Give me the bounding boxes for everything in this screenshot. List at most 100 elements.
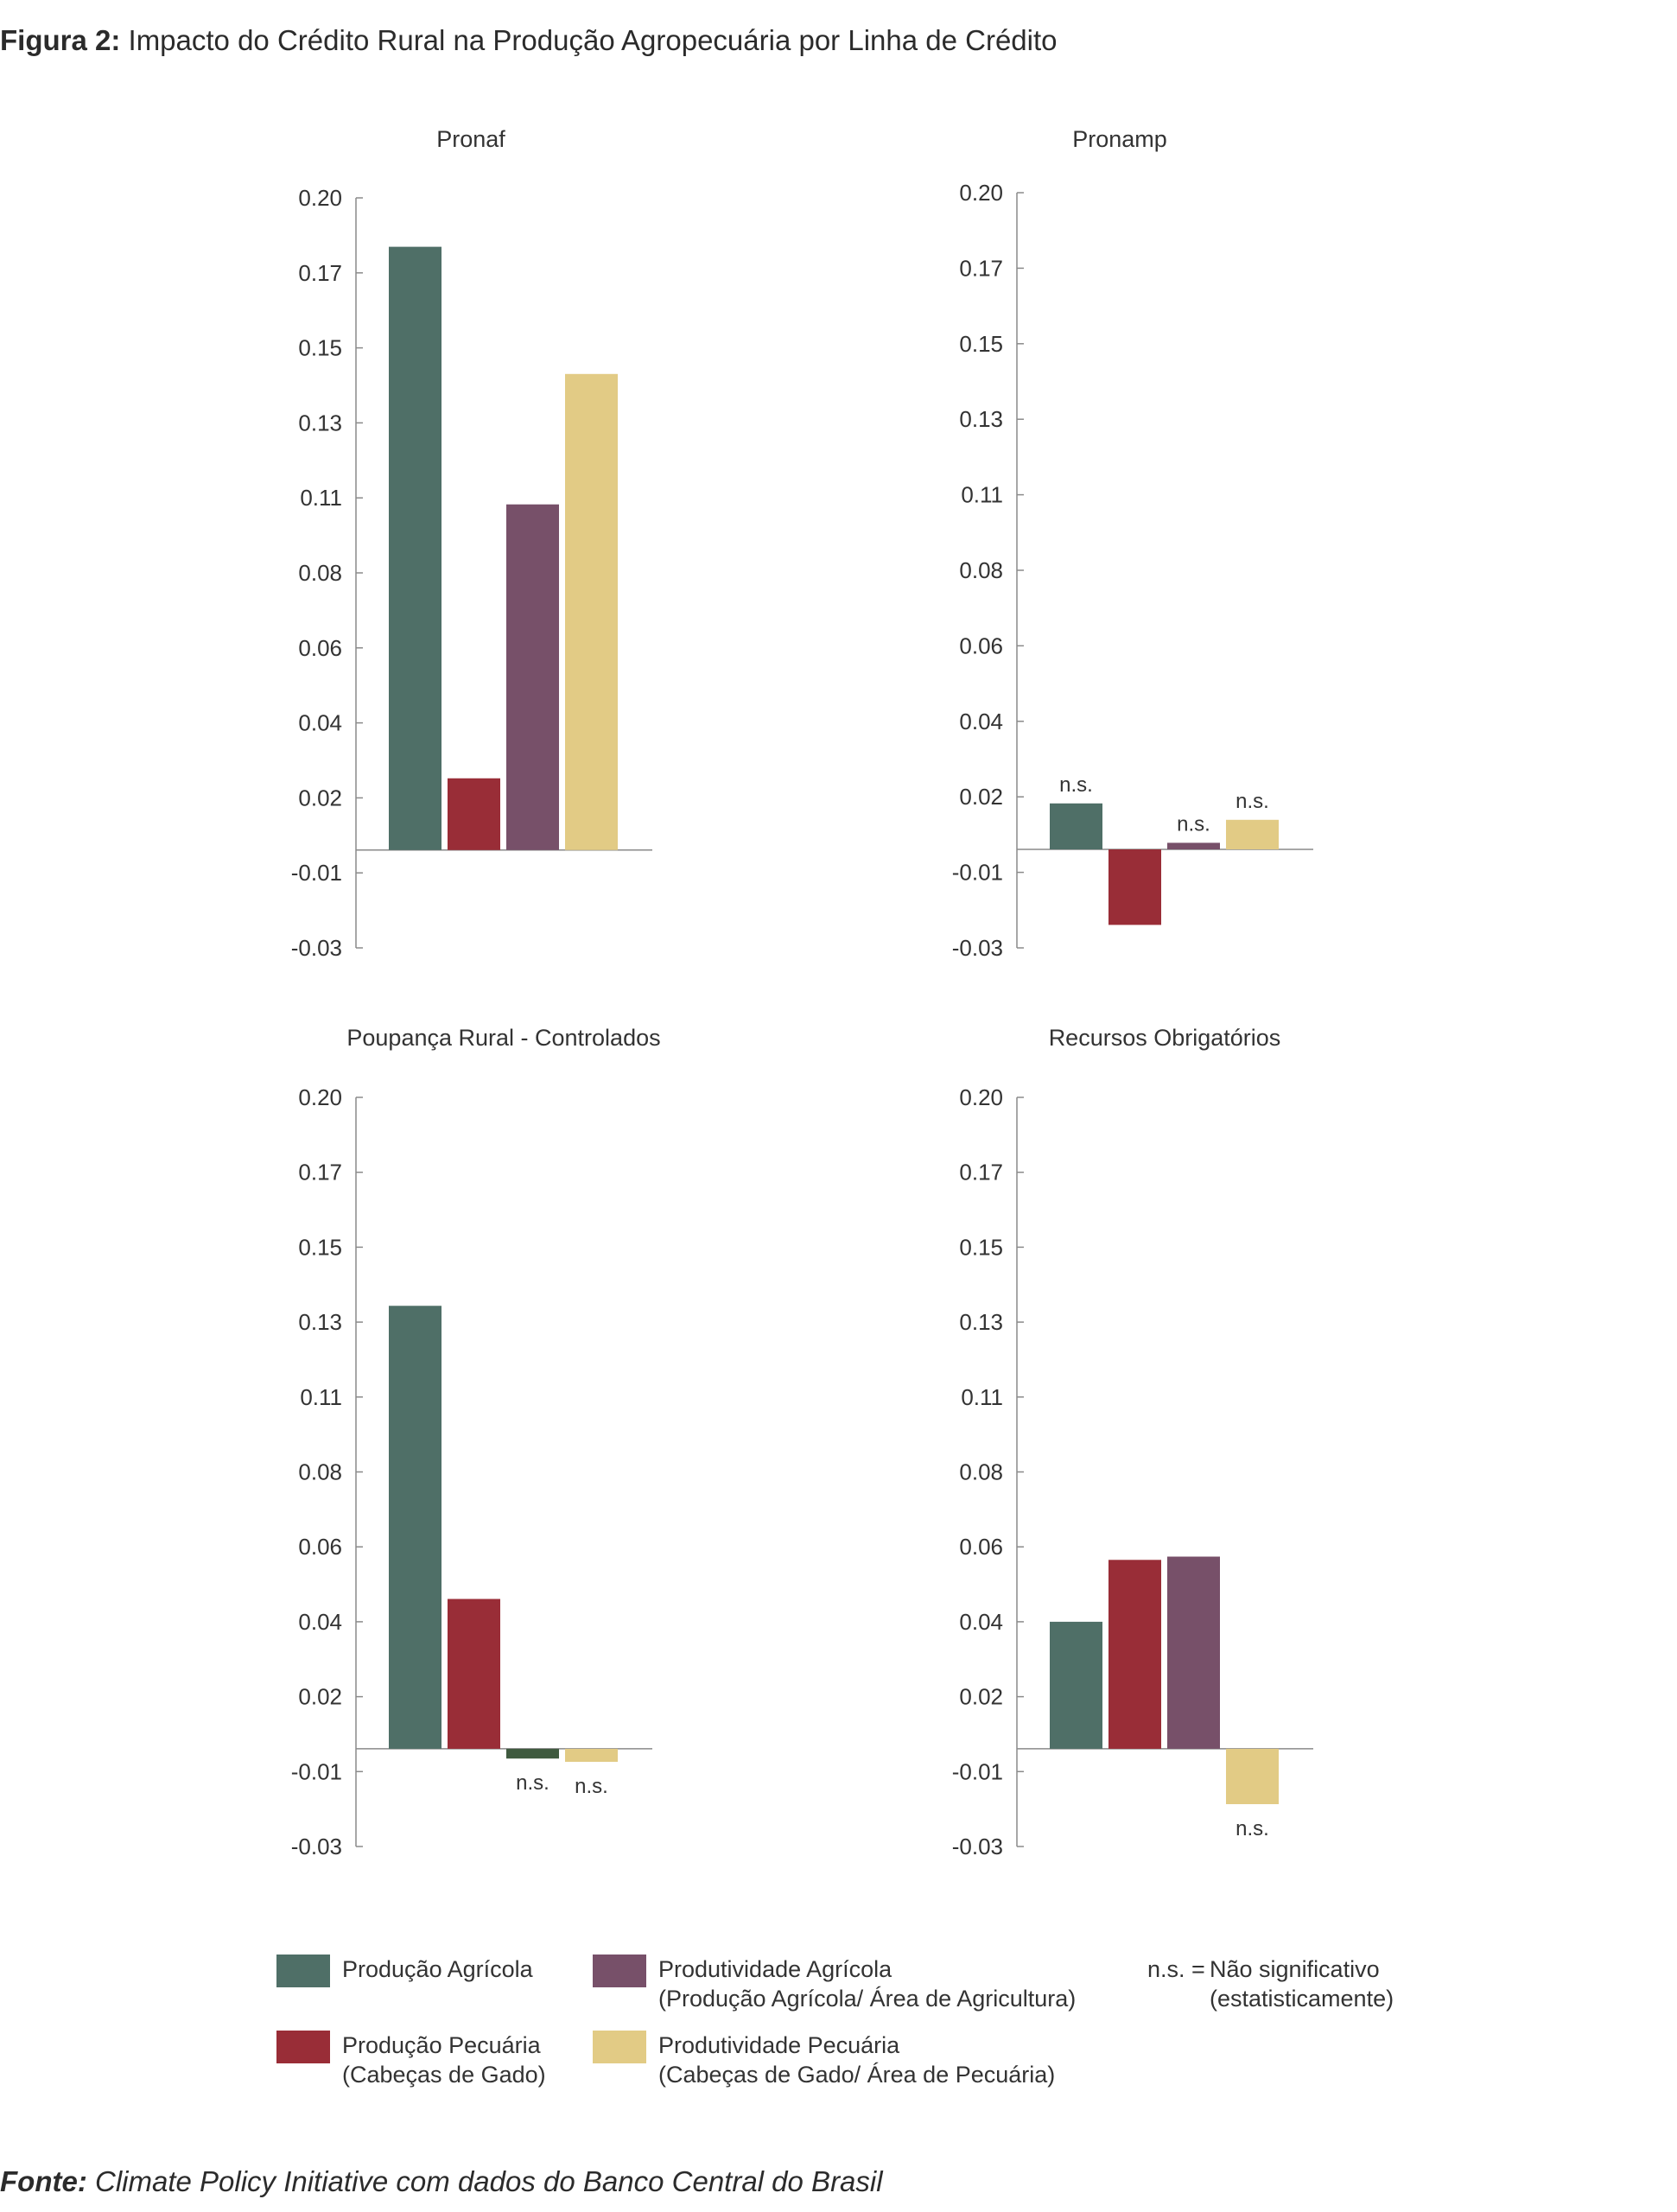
y-tick-label: -0.01 bbox=[291, 860, 342, 886]
y-tick-label: 0.06 bbox=[298, 1534, 342, 1560]
bar-produtividade-pecuaria bbox=[1226, 819, 1279, 849]
y-tick-label: 0.15 bbox=[959, 331, 1003, 357]
bar-producao-agricola bbox=[1050, 1621, 1102, 1749]
legend-label-produtividade-agricola: Produtividade Agrícola (Produção Agrícola… bbox=[658, 1955, 1076, 2013]
bar-produtividade-pecuaria bbox=[1226, 1748, 1279, 1804]
chart-title: Pronamp bbox=[1072, 126, 1167, 152]
legend-swatch-produtividade-pecuaria bbox=[593, 2031, 646, 2063]
legend-line2: (Produção Agrícola/ Área de Agricultura) bbox=[658, 1986, 1077, 2012]
source-note: Fonte: Climate Policy Initiative com dad… bbox=[0, 2165, 883, 2198]
legend-line1: Produtividade Agrícola bbox=[658, 1956, 892, 1982]
y-tick-label: 0.20 bbox=[959, 1084, 1003, 1110]
y-tick-label: 0.06 bbox=[298, 635, 342, 661]
significance-label: n.s. bbox=[1236, 1817, 1269, 1840]
ns-line2: (estatisticamente) bbox=[1210, 1986, 1394, 2012]
bar-producao-pecuaria bbox=[448, 778, 500, 850]
y-tick-label: 0.11 bbox=[300, 1384, 342, 1410]
bar-produtividade-agricola bbox=[1167, 842, 1220, 849]
y-tick-label: -0.01 bbox=[291, 1758, 342, 1784]
y-tick-label: 0.11 bbox=[961, 482, 1003, 508]
y-tick-label: -0.03 bbox=[952, 1834, 1003, 1859]
y-tick-label: 0.02 bbox=[298, 785, 342, 810]
legend-line1: Produção Agrícola bbox=[342, 1956, 533, 1982]
bar-producao-pecuaria bbox=[1108, 1560, 1161, 1749]
ns-line1: Não significativo bbox=[1210, 1956, 1380, 1982]
y-tick-label: 0.04 bbox=[959, 1609, 1003, 1635]
y-tick-label: 0.20 bbox=[298, 1084, 342, 1110]
y-tick-label: 0.08 bbox=[959, 1459, 1003, 1485]
bar-producao-pecuaria bbox=[448, 1599, 500, 1749]
significance-label: n.s. bbox=[516, 1771, 549, 1795]
y-tick-label: 0.11 bbox=[961, 1384, 1003, 1410]
legend-line2: (Cabeças de Gado/ Área de Pecuária) bbox=[658, 2062, 1056, 2088]
y-tick-label: 0.20 bbox=[298, 185, 342, 211]
legend-label-producao-agricola: Produção Agrícola bbox=[342, 1955, 533, 1984]
chart-recursos-obrigatorios: Recursos Obrigatórios 0.20 0.17 0.15 0.13 0.1… bbox=[952, 1025, 1313, 1859]
y-tick-label: 0.13 bbox=[959, 1309, 1003, 1335]
chart-title: Recursos Obrigatórios bbox=[1049, 1025, 1281, 1051]
y-tick-label: 0.06 bbox=[959, 632, 1003, 658]
y-tick-label: -0.03 bbox=[291, 1834, 342, 1859]
significance-label: n.s. bbox=[1059, 773, 1093, 797]
bar-produtividade-pecuaria bbox=[565, 373, 618, 850]
y-tick-label: -0.01 bbox=[952, 860, 1003, 886]
y-tick-label: 0.08 bbox=[298, 560, 342, 586]
legend-line1: Produtividade Pecuária bbox=[658, 2032, 900, 2058]
y-tick-label: 0.11 bbox=[300, 485, 342, 511]
bar-produtividade-agricola bbox=[1167, 1556, 1220, 1749]
y-tick-label: 0.17 bbox=[959, 255, 1003, 281]
chart-title: Poupança Rural - Controlados bbox=[346, 1025, 660, 1051]
y-tick-label: 0.02 bbox=[298, 1684, 342, 1710]
source-text: Climate Policy Initiative com dados do B… bbox=[86, 2165, 883, 2197]
legend-swatch-producao-agricola bbox=[276, 1955, 330, 1987]
y-tick-label: 0.02 bbox=[959, 1684, 1003, 1710]
legend-label-producao-pecuaria: Produção Pecuária (Cabeças de Gado) bbox=[342, 2031, 546, 2089]
chart-pronamp: Pronamp 0.20 0.17 0.15 0.13 0.11 0.08 0.06 0.04 0… bbox=[952, 126, 1313, 961]
figure-title: Figura 2: Impacto do Crédito Rural na Pr… bbox=[0, 24, 1058, 57]
y-tick-label: -0.03 bbox=[952, 935, 1003, 961]
ns-key: n.s. = bbox=[1147, 1956, 1205, 1982]
figure-title-label: Figura 2: bbox=[0, 24, 121, 56]
bar-producao-pecuaria bbox=[1108, 849, 1161, 925]
bar-produtividade-agricola bbox=[506, 504, 559, 850]
y-tick-label: -0.01 bbox=[952, 1758, 1003, 1784]
significance-label: n.s. bbox=[1177, 812, 1210, 836]
y-tick-label: 0.08 bbox=[298, 1459, 342, 1485]
legend-line2: (Cabeças de Gado) bbox=[342, 2062, 546, 2088]
legend-label-produtividade-pecuaria: Produtividade Pecuária (Cabeças de Gado/ … bbox=[658, 2031, 1055, 2089]
y-tick-label: 0.17 bbox=[298, 260, 342, 286]
charts-canvas: Pronaf 0.20 0.17 0.15 0.13 0.11 0.08 0.06 0.04 0.… bbox=[291, 126, 1313, 1859]
source-label: Fonte: bbox=[0, 2165, 87, 2197]
y-tick-label: 0.15 bbox=[298, 335, 342, 361]
chart-title: Pronaf bbox=[436, 126, 505, 152]
legend-line1: Produção Pecuária bbox=[342, 2032, 541, 2058]
legend-swatch-producao-pecuaria bbox=[276, 2031, 330, 2063]
chart-poupanca-rural: Poupança Rural - Controlados 0.20 0.17 0.15… bbox=[291, 1025, 661, 1859]
y-tick-label: 0.02 bbox=[959, 784, 1003, 810]
y-tick-label: 0.06 bbox=[959, 1534, 1003, 1560]
y-tick-label: 0.08 bbox=[959, 557, 1003, 583]
ns-description: Não significativo (estatisticamente) bbox=[1210, 1955, 1394, 2013]
bar-produtividade-pecuaria bbox=[565, 1748, 618, 1762]
y-tick-label: 0.13 bbox=[959, 406, 1003, 432]
y-tick-label: 0.04 bbox=[298, 1609, 342, 1635]
y-tick-label: 0.15 bbox=[959, 1234, 1003, 1260]
y-tick-label: 0.15 bbox=[298, 1234, 342, 1260]
bar-producao-agricola bbox=[389, 1306, 441, 1749]
bar-producao-agricola bbox=[389, 246, 441, 850]
significance-label: n.s. bbox=[1236, 790, 1269, 813]
y-tick-label: 0.04 bbox=[298, 710, 342, 736]
figure-title-text: Impacto do Crédito Rural na Produção Agr… bbox=[120, 24, 1058, 56]
y-tick-label: 0.13 bbox=[298, 410, 342, 435]
y-tick-label: 0.20 bbox=[959, 180, 1003, 206]
bar-producao-agricola bbox=[1050, 803, 1102, 849]
y-tick-label: 0.17 bbox=[298, 1160, 342, 1185]
bar-produtividade-agricola bbox=[506, 1748, 559, 1759]
y-tick-label: 0.04 bbox=[959, 709, 1003, 734]
legend-swatch-produtividade-agricola bbox=[593, 1955, 646, 1987]
significance-label: n.s. bbox=[575, 1775, 608, 1798]
y-tick-label: 0.13 bbox=[298, 1309, 342, 1335]
y-tick-label: 0.17 bbox=[959, 1160, 1003, 1185]
chart-pronaf: Pronaf 0.20 0.17 0.15 0.13 0.11 0.08 0.06 0.04 0.… bbox=[291, 126, 652, 961]
y-tick-label: -0.03 bbox=[291, 935, 342, 961]
